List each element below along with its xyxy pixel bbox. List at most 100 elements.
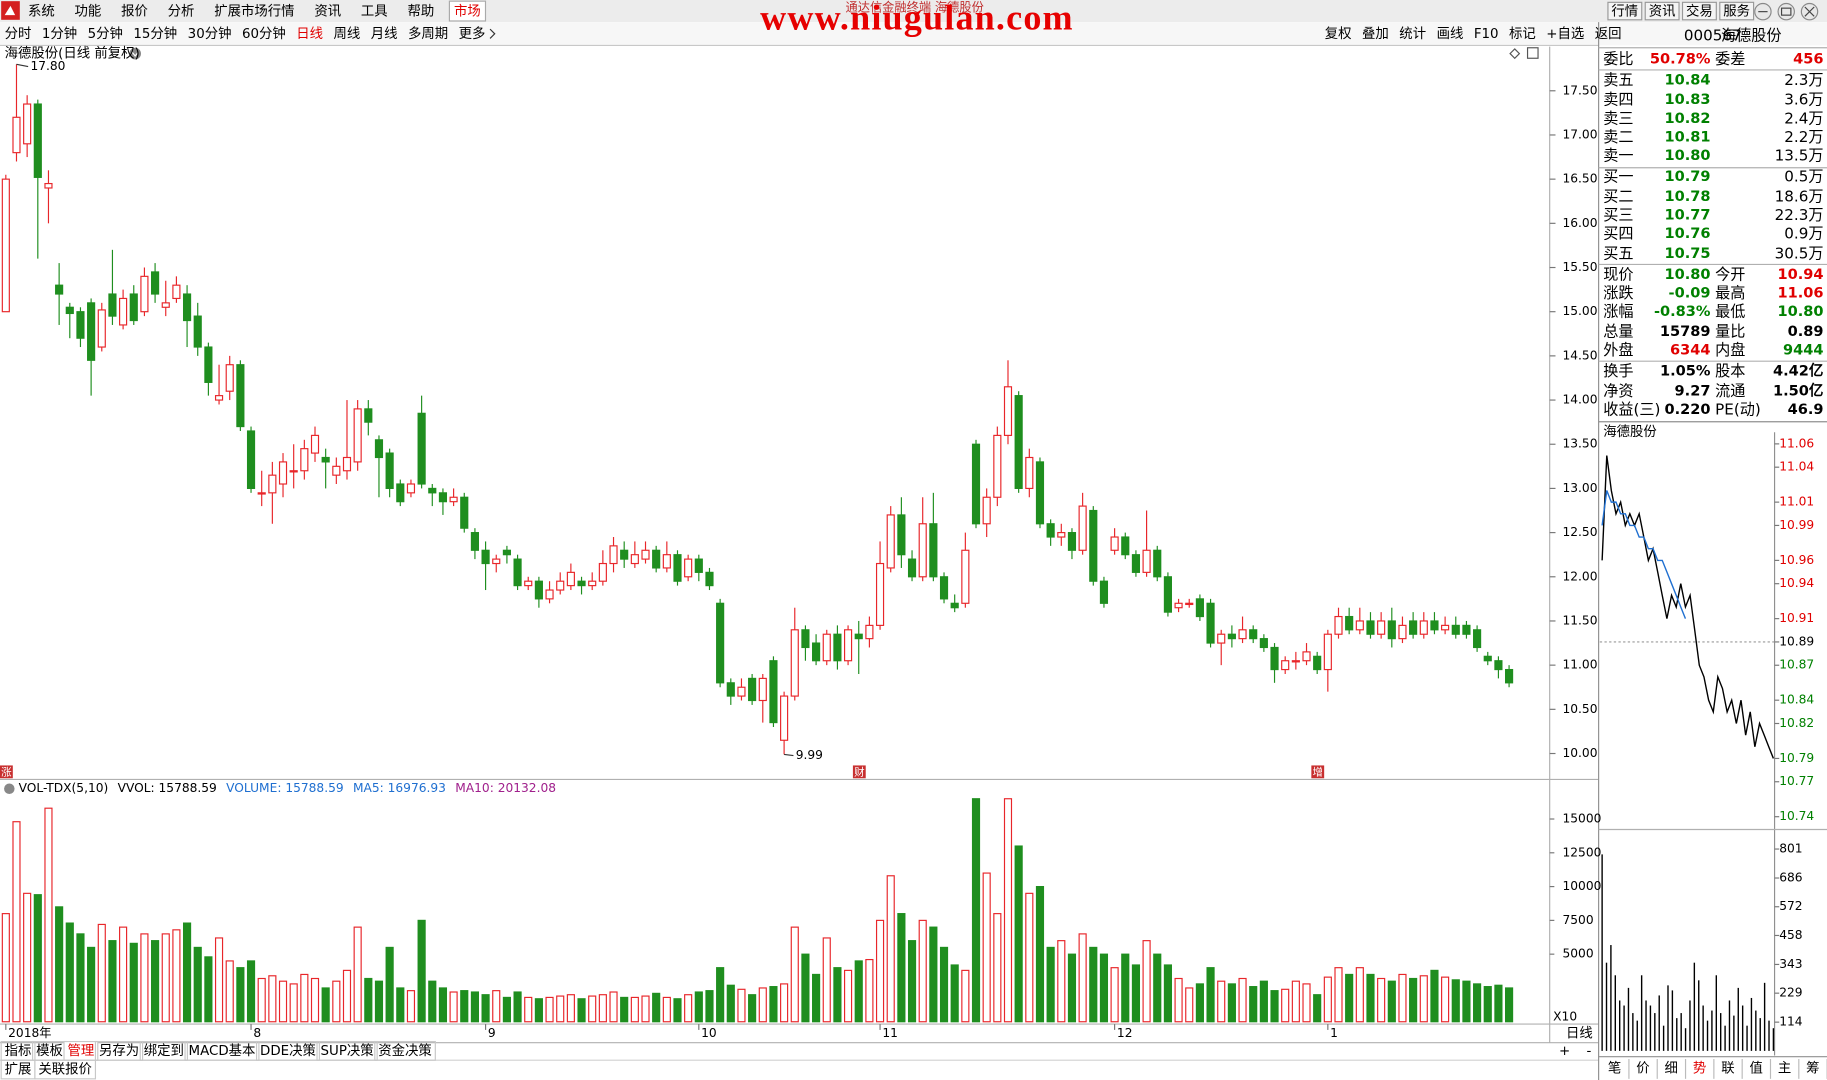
side-tab[interactable]: 联 [1721,1060,1734,1076]
event-label[interactable]: 财 [854,765,864,778]
event-flag[interactable] [0,765,13,779]
tool-button[interactable]: 统计 [1399,26,1426,42]
top-button[interactable]: 交易 [1686,3,1713,20]
bottom-tab-box[interactable] [184,1040,260,1061]
top-button[interactable]: 服务 [1723,4,1750,20]
side-tab[interactable]: 笔 [1608,1060,1621,1076]
bottom-tab[interactable]: SUP决策 [321,1042,374,1059]
side-tab[interactable]: 值 [1750,1060,1763,1076]
bottom-tab[interactable]: 另存为 [99,1043,139,1059]
side-tab[interactable]: 主 [1778,1060,1791,1076]
event-label[interactable]: 涨 [1,766,12,778]
period-tab[interactable]: 日线 [296,26,323,42]
y-tick-label: 17.50 [1563,83,1598,97]
volume-bar [236,967,245,1023]
tool-button[interactable]: 复权 [1325,25,1352,42]
quote-value: 46.9 [1788,401,1824,418]
bottom-tab-box[interactable] [94,1040,144,1061]
zoom-button[interactable]: - [1587,1044,1592,1059]
candle-body [1003,386,1013,436]
side-tab[interactable]: 势 [1693,1060,1706,1076]
period-tab[interactable]: 5分钟 [88,25,123,42]
volume-bar [1089,946,1098,1023]
menu-item[interactable]: 系统 [28,4,55,20]
event-flag[interactable] [852,765,866,779]
volume-bar [438,987,448,1023]
top-button-box[interactable] [1681,1,1717,21]
bottom-tab[interactable]: 资金决策 [378,1042,432,1059]
title-dropdown[interactable] [129,47,141,60]
menu-active[interactable]: 市场 [454,3,481,20]
period-tab[interactable]: 月线 [371,26,398,42]
bottom-tab[interactable]: 管理 [68,1043,95,1059]
period-tab[interactable]: 周线 [333,26,360,42]
period-tab[interactable]: 1分钟 [42,25,77,42]
volume-bar [12,821,21,1023]
tool-button[interactable]: +自选 [1546,26,1584,42]
event-label[interactable]: 增 [1313,765,1323,778]
event-flag[interactable] [1311,765,1325,779]
top-button[interactable]: 资讯 [1649,4,1676,20]
candle-body [726,682,735,697]
bottom-tab-box[interactable] [374,1040,436,1061]
top-button[interactable]: 行情 [1611,4,1638,20]
period-tab[interactable]: 分时 [5,26,32,42]
bottom-tab[interactable]: 模板 [36,1043,63,1059]
side-tab[interactable]: 筹 [1806,1059,1819,1076]
period-tab[interactable]: 多周期 [408,25,448,42]
volume-bar [353,926,362,1023]
menu-active-box[interactable] [448,0,487,22]
menu-item[interactable]: 帮助 [407,4,434,20]
menu-item[interactable]: 扩展市场行情 [214,3,294,20]
period-tab[interactable]: 更多 [459,25,486,42]
bottom-row-tab[interactable]: 关联报价 [38,1062,92,1078]
tool-button[interactable]: 返回 [1595,26,1622,42]
period-tab[interactable]: 30分钟 [188,25,232,42]
tool-button[interactable]: F10 [1474,27,1499,42]
bottom-row-tab-box[interactable] [34,1059,97,1080]
top-button-box[interactable] [1719,1,1755,21]
chart-close-icon[interactable] [1526,47,1539,59]
bottom-row-tab[interactable]: 扩展 [5,1062,32,1078]
maximize-button[interactable] [1777,2,1795,21]
y-tick-label: 5000 [1563,947,1594,961]
quote-value: 10.77 [1664,207,1710,224]
zoom-button[interactable]: + [1559,1044,1570,1059]
y-tick-label: 114 [1779,1015,1803,1029]
volume-bar [151,940,160,1023]
bottom-tab-box[interactable] [316,1040,378,1061]
bottom-tab[interactable]: 绑定到 [144,1043,184,1059]
menu-item[interactable]: 资讯 [314,4,341,20]
menu-item[interactable]: 分析 [168,4,195,20]
indicator-dropdown[interactable] [4,783,15,794]
bottom-tab[interactable]: DDE决策 [260,1042,316,1059]
menu-item[interactable]: 报价 [121,4,148,20]
chart-option-icon[interactable] [1509,48,1521,60]
y-tick-label: 11.50 [1563,613,1598,627]
candle-body [492,558,501,565]
volume-bar [1302,983,1311,1023]
period-tab[interactable]: 15分钟 [133,25,177,42]
bottom-tab[interactable]: 指标 [5,1043,32,1059]
menu-item[interactable]: 功能 [75,4,102,20]
tool-button[interactable]: 叠加 [1362,26,1389,42]
volume-bar [812,973,821,1023]
bottom-tab[interactable]: MACD基本 [189,1042,256,1059]
side-tab[interactable]: 价 [1636,1061,1649,1076]
candle-body [460,496,469,529]
period-tab[interactable]: 60分钟 [242,25,286,42]
volume-bar [939,946,949,1023]
top-button-box[interactable] [1644,1,1680,21]
tool-button[interactable]: 标记 [1509,26,1536,42]
bottom-tab-box[interactable] [139,1040,188,1061]
quote-label: 今开 [1715,265,1745,283]
side-tab[interactable]: 细 [1665,1060,1678,1076]
candle-body [108,293,117,317]
menu-item[interactable]: 工具 [361,5,388,20]
top-button-box[interactable] [1607,1,1643,21]
volume-bar [44,807,53,1023]
volume-bar [119,926,128,1023]
y-tick-label: 10.89 [1779,634,1814,648]
bottom-tab-box[interactable] [255,1040,320,1061]
tool-button[interactable]: 画线 [1437,26,1464,42]
